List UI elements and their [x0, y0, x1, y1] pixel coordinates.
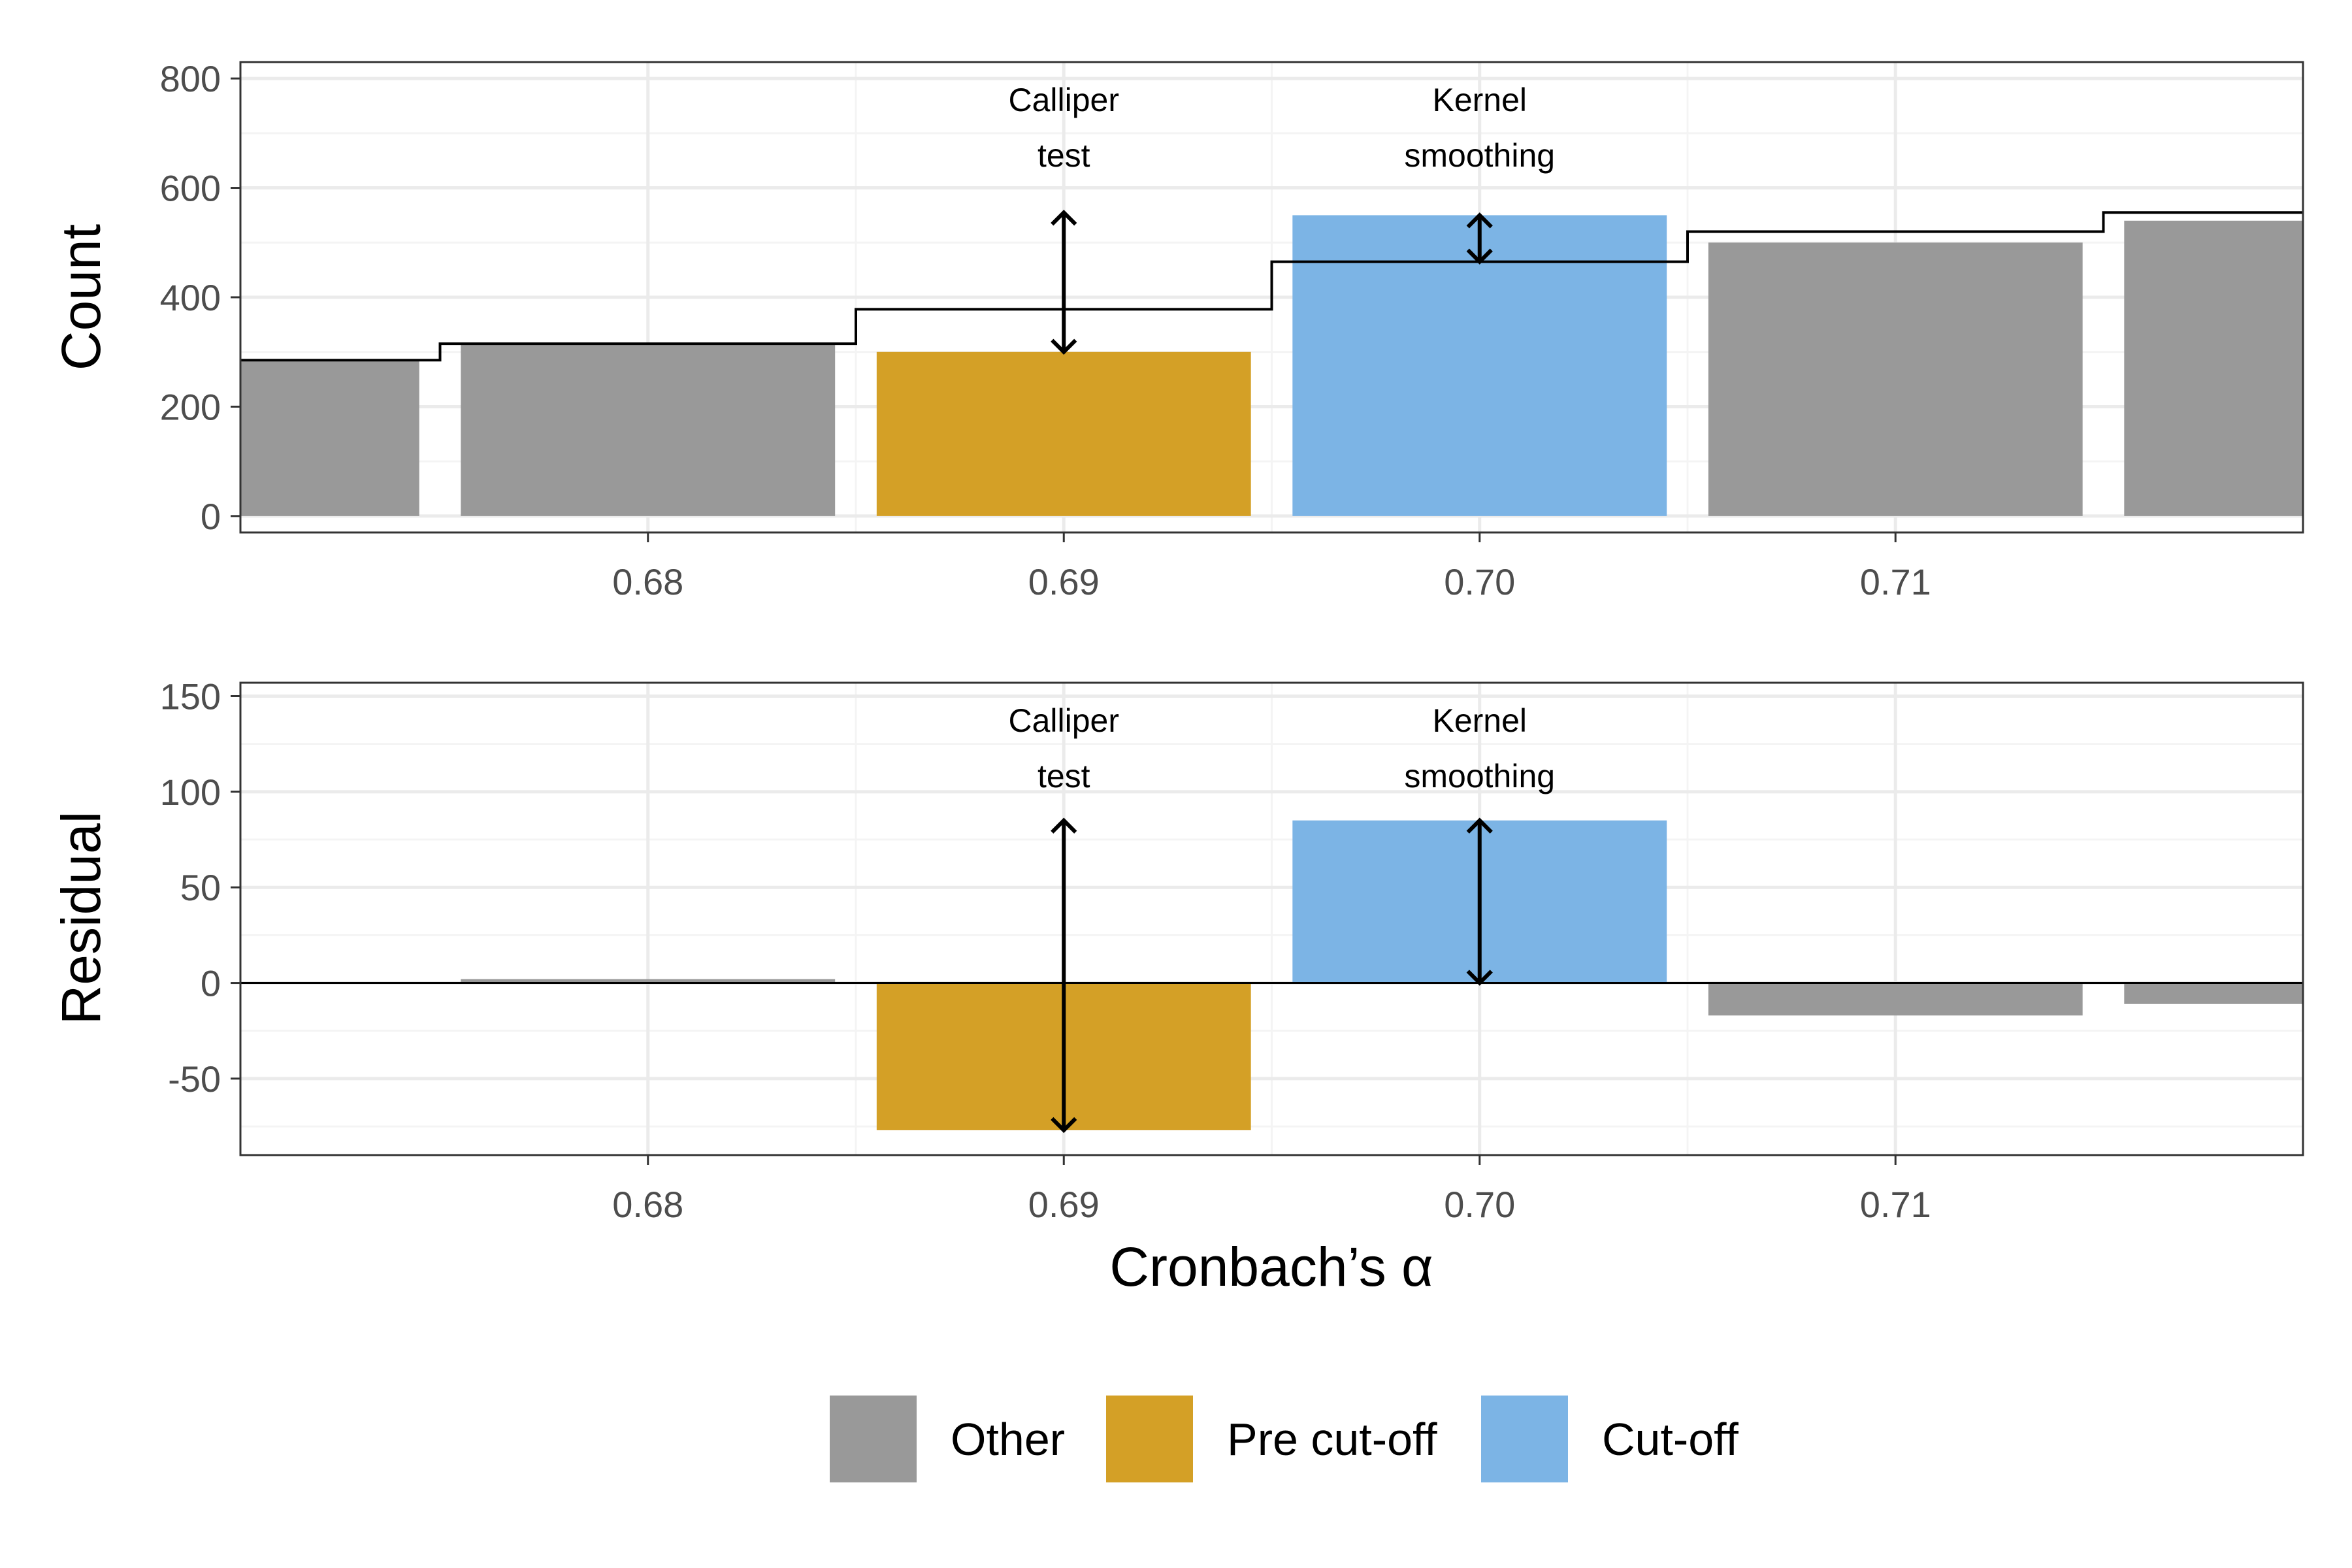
residual-kernel-smoothing-arrowhead-bottom: [1466, 970, 1493, 986]
legend: Other Pre cut-off Cut-off: [830, 1396, 1739, 1482]
count-ytick-label: 600: [160, 168, 221, 209]
residual-xtick-label: 0.68: [612, 1184, 683, 1225]
count-axis-title: Count: [50, 224, 112, 370]
count-ytick-label: 200: [160, 386, 221, 427]
legend-label-other: Other: [951, 1414, 1065, 1465]
count-ytick-label: 800: [160, 58, 221, 99]
legend-label-cutoff: Cut-off: [1602, 1414, 1739, 1465]
count-bar-other-4: [1708, 242, 2083, 516]
residual-ytick-label: 0: [201, 963, 221, 1004]
residual-bar-other-4: [2124, 983, 2303, 1004]
count-calliper-test-label-line-1: test: [1037, 137, 1090, 174]
residual-kernel-smoothing-label-line-0: Kernel: [1432, 702, 1527, 739]
residual-xtick-label: 0.69: [1028, 1184, 1100, 1225]
residual-calliper-test-arrowhead-bottom: [1051, 1117, 1077, 1134]
residual-calliper-test-label-line-1: test: [1037, 758, 1090, 794]
count-calliper-test-arrowhead-top: [1051, 209, 1077, 226]
count-bar-cut-off-3: [1292, 215, 1667, 516]
count-ytick-label: 0: [201, 496, 221, 537]
count-panel: Calliper test Kernel smoothing 0 200 400 600 800…: [160, 58, 2304, 602]
residual-bar-other-3: [1708, 983, 2083, 1016]
count-step-line: [240, 211, 2303, 362]
residual-panel: Calliper test Kernel smoothing -50 0 50 100 150 0…: [160, 676, 2304, 1225]
legend-swatch-cutoff: [1481, 1396, 1568, 1482]
residual-panel-border: [239, 681, 2304, 1156]
count-xtick-label: 0.69: [1028, 561, 1100, 602]
count-calliper-test-label-line-0: Calliper: [1008, 82, 1119, 118]
count-kernel-smoothing-arrowhead-bottom: [1466, 248, 1493, 265]
residual-ytick-label: 100: [160, 772, 221, 813]
count-bar-other-0: [240, 360, 419, 516]
residual-calliper-test-arrowhead-top: [1051, 817, 1077, 834]
legend-swatch-pre-cutoff: [1106, 1396, 1193, 1482]
residual-kernel-smoothing-label-line-1: smoothing: [1404, 758, 1555, 794]
residual-xtick-label: 0.71: [1860, 1184, 1931, 1225]
residual-xtick-label: 0.70: [1444, 1184, 1515, 1225]
residual-ytick-label: 150: [160, 676, 221, 717]
count-xtick-label: 0.71: [1860, 561, 1931, 602]
legend-label-pre-cutoff: Pre cut-off: [1227, 1414, 1437, 1465]
residual-ytick-label: 50: [180, 867, 221, 908]
residual-bar-other-0: [461, 979, 836, 983]
count-kernel-smoothing-arrowhead-top: [1466, 212, 1493, 229]
count-bar-other-1: [461, 344, 836, 516]
legend-swatch-other: [830, 1396, 917, 1482]
residual-axis-title: Residual: [50, 811, 112, 1025]
residual-calliper-test-label-line-0: Calliper: [1008, 702, 1119, 739]
count-xtick-label: 0.68: [612, 561, 683, 602]
cronbach-alpha-axis-title: Cronbach’s α: [1109, 1236, 1433, 1298]
count-kernel-smoothing-label-line-0: Kernel: [1432, 82, 1527, 118]
count-kernel-smoothing-label-line-1: smoothing: [1404, 137, 1555, 174]
count-calliper-test-arrowhead-bottom: [1051, 338, 1077, 355]
count-ytick-label: 400: [160, 277, 221, 318]
residual-ytick-label: -50: [168, 1058, 221, 1100]
count-bar-other-5: [2124, 220, 2303, 516]
count-xtick-label: 0.70: [1444, 561, 1515, 602]
residual-kernel-smoothing-arrowhead-top: [1466, 817, 1493, 834]
count-bar-pre-cut-off-2: [876, 351, 1251, 516]
